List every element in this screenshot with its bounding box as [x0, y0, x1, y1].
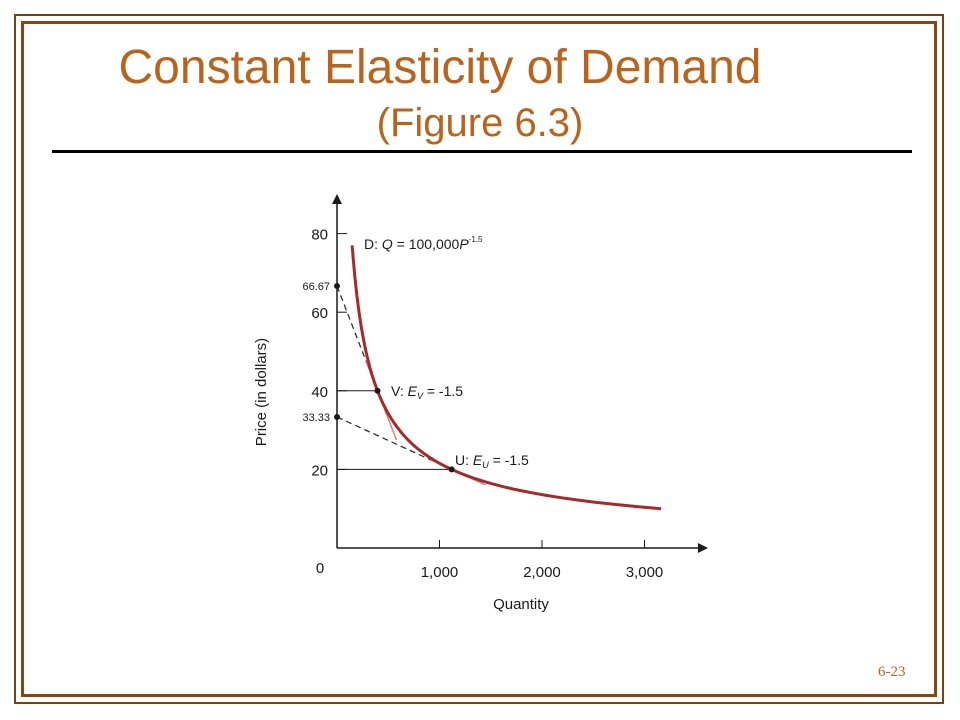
y-intercept-label: 66.67: [302, 281, 330, 293]
y-tick-label: 60: [311, 305, 328, 322]
x-tick-label: 1,000: [421, 564, 459, 581]
x-tick-label: 2,000: [523, 564, 561, 581]
origin-label: 0: [316, 560, 324, 577]
demand-curve: [350, 245, 662, 511]
y-tick-label: 20: [311, 462, 328, 479]
demand-curve-label: D: Q = 100,000P-1.5: [364, 235, 483, 252]
y-tick-label: 40: [311, 384, 328, 401]
slide-frame-outer: [14, 14, 944, 704]
point-label-u: U: EU = -1.5: [455, 452, 529, 470]
y-intercept-label: 33.33: [302, 412, 330, 424]
intercept-point: [334, 282, 340, 289]
slide-subtitle: (Figure 6.3): [376, 101, 584, 145]
slide-number: 6-23: [878, 664, 906, 680]
point-label-v: V: EV = -1.5: [391, 383, 463, 401]
intercept-point: [334, 414, 340, 421]
slide-title: Constant Elasticity of Demand: [118, 41, 762, 94]
point-v: [374, 387, 381, 394]
y-axis-label: Price (in dollars): [253, 338, 270, 446]
slide-frame-inner: [21, 21, 937, 697]
title-divider: [52, 150, 912, 153]
point-u: [448, 466, 455, 473]
x-tick-label: 3,000: [626, 564, 664, 581]
x-axis-label: Quantity: [493, 596, 549, 613]
y-tick-label: 80: [311, 227, 328, 244]
